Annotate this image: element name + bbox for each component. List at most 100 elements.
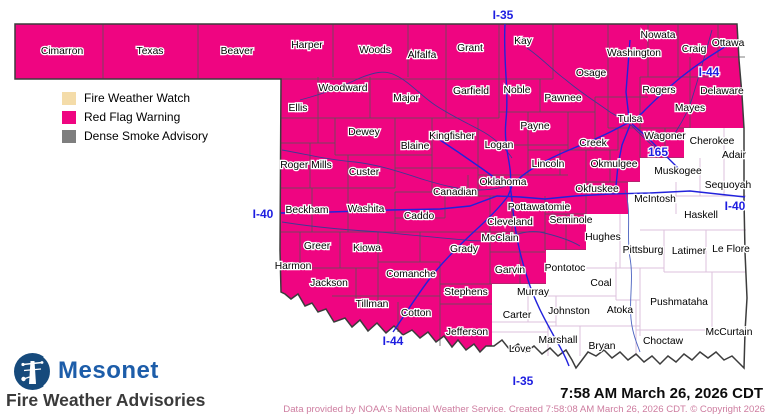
- county-label-cherokee: Cherokee: [690, 136, 735, 147]
- county-label-major: Major: [393, 93, 419, 104]
- county-label-adair: Adair: [722, 150, 747, 161]
- county-label-okfuskee: Okfuskee: [575, 184, 619, 195]
- county-label-hughes: Hughes: [585, 232, 621, 243]
- county-label-dewey: Dewey: [348, 127, 380, 138]
- county-label-kingfisher: Kingfisher: [429, 131, 475, 142]
- county-border-line: [102, 24, 745, 346]
- highway-i40-line: [280, 190, 746, 214]
- advisory-legend: Fire Weather Watch Red Flag Warning Dense …: [62, 91, 208, 143]
- county-label-marshall: Marshall: [539, 335, 578, 346]
- county-label-garfield: Garfield: [453, 86, 489, 97]
- county-label-comanche: Comanche: [386, 269, 436, 280]
- legend-label: Red Flag Warning: [84, 109, 181, 124]
- county-label-washington: Washington: [607, 48, 661, 59]
- county-label-pontotoc: Pontotoc: [545, 263, 586, 274]
- county-label-mayes: Mayes: [675, 103, 705, 114]
- highway-165-line: [631, 123, 683, 173]
- county-label-latimer: Latimer: [672, 246, 707, 257]
- map-timestamp: 7:58 AM March 26, 2026 CDT: [560, 385, 763, 402]
- county-label-le-flore: Le Flore: [712, 244, 750, 255]
- county-label-payne: Payne: [520, 121, 549, 132]
- county-label-pittsburg: Pittsburg: [623, 245, 664, 256]
- legend-label: Fire Weather Watch: [84, 90, 191, 105]
- county-label-bryan: Bryan: [589, 341, 616, 352]
- county-label-cimarron: Cimarron: [41, 46, 84, 57]
- county-label-custer: Custer: [349, 167, 380, 178]
- county-label-osage: Osage: [576, 68, 607, 79]
- county-label-canadian: Canadian: [433, 187, 477, 198]
- state-border: [14, 23, 748, 370]
- county-label-noble: Noble: [504, 85, 531, 96]
- highway-us75-line: [615, 39, 631, 187]
- county-label-kiowa: Kiowa: [353, 243, 381, 254]
- river-line: [624, 189, 641, 353]
- legend-label: Dense Smoke Advisory: [84, 128, 209, 143]
- county-label-seminole: Seminole: [550, 215, 593, 226]
- county-border-line: [492, 128, 746, 356]
- county-label-johnston: Johnston: [548, 306, 590, 317]
- county-labels: Cimarron Texas Beaver Harper Woods Alfalfa Gra…: [40, 29, 755, 357]
- interstate-highway-lines: [280, 23, 746, 367]
- county-label-grady: Grady: [450, 244, 479, 255]
- county-label-grant: Grant: [457, 43, 483, 54]
- county-label-tulsa: Tulsa: [618, 114, 643, 125]
- county-label-muskogee: Muskogee: [654, 166, 702, 177]
- county-label-wagoner: Wagoner: [644, 131, 686, 142]
- legend-swatch-icon: [62, 91, 76, 105]
- highway-label-i-35: I-35: [493, 8, 514, 22]
- county-label-logan: Logan: [485, 140, 514, 151]
- highway-spur-line: [439, 139, 507, 187]
- attribution-text: Data provided by NOAA's National Weather…: [283, 404, 765, 415]
- county-label-haskell: Haskell: [684, 210, 718, 221]
- county-label-lincoln: Lincoln: [532, 159, 565, 170]
- legend-row: Fire Weather Watch: [62, 91, 208, 105]
- county-label-cotton: Cotton: [401, 308, 432, 319]
- county-borders-warning-area: [102, 24, 745, 346]
- legend-row: Dense Smoke Advisory: [62, 129, 208, 143]
- county-label-woods: Woods: [359, 45, 391, 56]
- county-label-ellis: Ellis: [289, 103, 308, 114]
- county-label-okmulgee: Okmulgee: [591, 159, 638, 170]
- county-label-washita: Washita: [348, 204, 385, 215]
- highway-label-i-35: I-35: [513, 374, 534, 388]
- county-label-harper: Harper: [291, 40, 323, 51]
- county-label-rogers: Rogers: [642, 85, 675, 96]
- county-label-choctaw: Choctaw: [643, 336, 684, 347]
- county-label-oklahoma: Oklahoma: [480, 177, 527, 188]
- county-label-ottawa: Ottawa: [712, 38, 745, 49]
- county-label-mccurtain: McCurtain: [706, 327, 753, 338]
- county-label-coal: Coal: [590, 278, 611, 289]
- county-label-texas: Texas: [137, 46, 164, 57]
- county-label-craig: Craig: [682, 44, 707, 55]
- highway-label-i-40: I-40: [253, 207, 274, 221]
- county-borders-no-advisory-area: [492, 128, 746, 356]
- county-label-love: Love: [509, 344, 532, 355]
- legend-swatch-icon: [62, 110, 76, 124]
- county-label-garvin: Garvin: [495, 265, 526, 276]
- county-label-roger-mills: Roger Mills: [280, 160, 332, 171]
- county-label-cleveland: Cleveland: [487, 217, 533, 228]
- county-label-jefferson: Jefferson: [446, 327, 488, 338]
- highway-label-i-44: I-44: [699, 65, 720, 79]
- highway-label-i-40: I-40: [725, 199, 746, 213]
- county-label-pottawatomie: Pottawatomie: [508, 202, 571, 213]
- county-label-carter: Carter: [503, 310, 532, 321]
- highway-label-165: 165: [648, 145, 668, 159]
- county-label-stephens: Stephens: [444, 287, 488, 298]
- county-label-beaver: Beaver: [221, 46, 254, 57]
- county-label-mcintosh: McIntosh: [634, 194, 676, 205]
- county-label-jackson: Jackson: [310, 278, 348, 289]
- highway-labels: I-35 I-44 165 I-40 I-40 I-44 I-35: [251, 7, 746, 389]
- county-label-harmon: Harmon: [275, 261, 312, 272]
- mesonet-wordmark: Mesonet: [58, 357, 159, 384]
- legend-row: Red Flag Warning: [62, 110, 208, 124]
- county-label-greer: Greer: [304, 241, 331, 252]
- county-label-alfalfa: Alfalfa: [408, 50, 437, 61]
- county-label-delaware: Delaware: [700, 86, 744, 97]
- county-label-mcclain: McClain: [481, 233, 518, 244]
- county-label-blaine: Blaine: [401, 141, 430, 152]
- county-label-tillman: Tillman: [356, 299, 389, 310]
- county-label-nowata: Nowata: [641, 30, 676, 41]
